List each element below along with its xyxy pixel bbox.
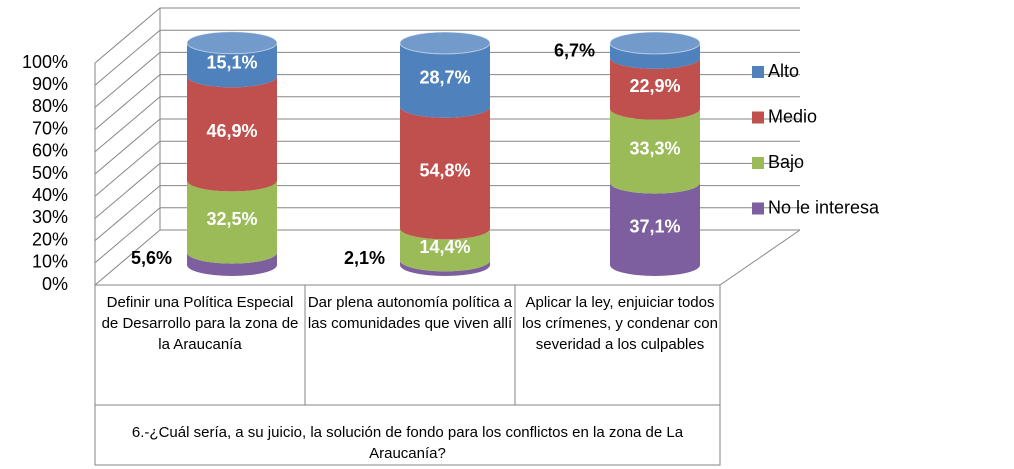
- y-tick-label: 90%: [32, 74, 68, 94]
- grid-line: [94, 229, 800, 286]
- cylinder-cap-shade: [187, 31, 277, 54]
- y-tick-label: 40%: [32, 185, 68, 205]
- value-label: 46,9%: [206, 121, 257, 141]
- y-tick-label: 60%: [32, 141, 68, 161]
- grid-line: [94, 7, 800, 64]
- value-label: 33,3%: [629, 138, 680, 158]
- grid-line: [94, 96, 800, 153]
- legend-label: Bajo: [768, 152, 804, 172]
- legend-swatch: [752, 202, 764, 215]
- value-label: 37,1%: [629, 217, 680, 237]
- cylinder-segment: [400, 106, 490, 240]
- cylinder-segment: [610, 108, 700, 194]
- cylinder-cap: [609, 31, 701, 55]
- grid-line: [94, 29, 800, 86]
- grid-line: [94, 51, 800, 108]
- cylinder-segment: [610, 43, 700, 69]
- cylinder-cap-shade: [400, 32, 490, 54]
- y-tick-label: 80%: [32, 96, 68, 116]
- cylinder-segment: [187, 252, 277, 276]
- legend-label: Medio: [768, 106, 817, 126]
- value-label: 14,4%: [419, 237, 470, 257]
- cylinder-cap: [399, 31, 491, 55]
- cylinder-segment: [187, 76, 277, 192]
- x-tick-label: Definir una Política Especial de Desarro…: [101, 294, 299, 353]
- cylinder-cap-shade: [610, 32, 700, 54]
- grid-line: [94, 207, 800, 264]
- grid-line: [94, 185, 800, 241]
- value-label: 5,6%: [131, 248, 172, 268]
- y-tick-label: 20%: [32, 229, 68, 249]
- value-label: 15,1%: [206, 52, 257, 72]
- x-axis-title: 6.-¿Cuál sería, a su juicio, la solución…: [131, 424, 684, 462]
- y-tick-label: 30%: [32, 207, 68, 227]
- cylinder-cap: [186, 31, 278, 55]
- x-tick-label: Aplicar la ley, enjuiciar todos los crím…: [522, 294, 718, 353]
- y-tick-label: 10%: [32, 252, 68, 272]
- grid-line: [94, 74, 800, 130]
- cylinder-segment: [187, 180, 277, 264]
- legend-label: No le interesa: [768, 197, 880, 217]
- cylinder-segment: [400, 260, 490, 276]
- y-tick-label: 100%: [22, 52, 68, 72]
- cylinder-segment: [400, 43, 490, 118]
- grid-line: [94, 162, 800, 219]
- value-label: 2,1%: [344, 248, 385, 268]
- y-tick-label: 50%: [32, 163, 68, 183]
- legend-label: Alto: [768, 61, 799, 81]
- value-label: 22,9%: [629, 76, 680, 96]
- value-label: 6,7%: [554, 41, 595, 61]
- x-tick-label: Dar plena autonomía política a las comun…: [307, 294, 513, 332]
- value-label: 54,8%: [419, 160, 470, 180]
- cylinder-segment: [610, 57, 700, 120]
- legend-swatch: [752, 66, 764, 78]
- value-label: 28,7%: [419, 68, 470, 88]
- value-label: 32,5%: [206, 209, 257, 229]
- legend-swatch: [752, 111, 764, 124]
- legend-swatch: [752, 157, 764, 169]
- cylinder-segment: [400, 228, 490, 272]
- y-tick-label: 0%: [42, 274, 68, 294]
- cylinder-segment: [187, 42, 277, 88]
- y-tick-label: 70%: [32, 118, 68, 138]
- cylinder-segment: [610, 182, 700, 276]
- grid-line: [94, 118, 800, 175]
- grid-line: [94, 140, 800, 197]
- table-border: [94, 404, 721, 466]
